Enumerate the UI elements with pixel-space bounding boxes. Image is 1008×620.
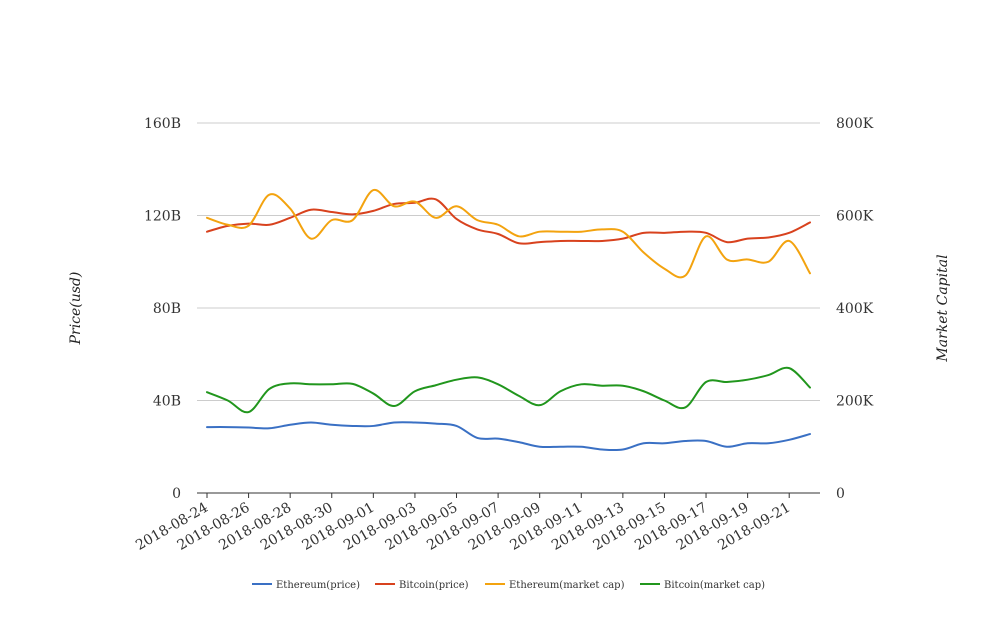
series-line-bitcoin-price [206, 197, 811, 245]
y-right-tick-label: 200K [836, 394, 874, 410]
y-right-axis-title: Market Capital [935, 254, 951, 362]
y-left-tick-label: 160B [144, 116, 181, 132]
y-right-tick-label: 400K [836, 301, 874, 317]
legend-label-bitcoin-market-cap: Bitcoin(market cap) [664, 580, 765, 591]
axes: 040B80B120B160B0200K400K600K800K2018-08-… [68, 116, 951, 554]
y-left-tick-label: 80B [153, 301, 181, 317]
gridlines [197, 122, 820, 494]
y-left-tick-label: 0 [172, 486, 181, 502]
series-line-bitcoin-market-cap [206, 366, 811, 414]
y-right-tick-label: 600K [836, 209, 874, 225]
series-line-ethereum-market-cap [206, 189, 811, 279]
legend: Ethereum(price) Bitcoin(price) Ethereum(ma… [252, 580, 765, 591]
legend-label-ethereum-price: Ethereum(price) [276, 580, 360, 591]
legend-label-bitcoin-price: Bitcoin(price) [399, 580, 469, 591]
y-right-tick-label: 0 [836, 486, 845, 502]
legend-label-ethereum-market-cap: Ethereum(market cap) [509, 580, 625, 591]
series-lines [206, 189, 811, 452]
y-left-tick-label: 40B [153, 394, 181, 410]
y-left-axis-title: Price(usd) [68, 272, 84, 346]
series-line-ethereum-price [206, 421, 811, 452]
y-left-tick-label: 120B [144, 209, 181, 225]
y-right-tick-label: 800K [836, 116, 874, 132]
